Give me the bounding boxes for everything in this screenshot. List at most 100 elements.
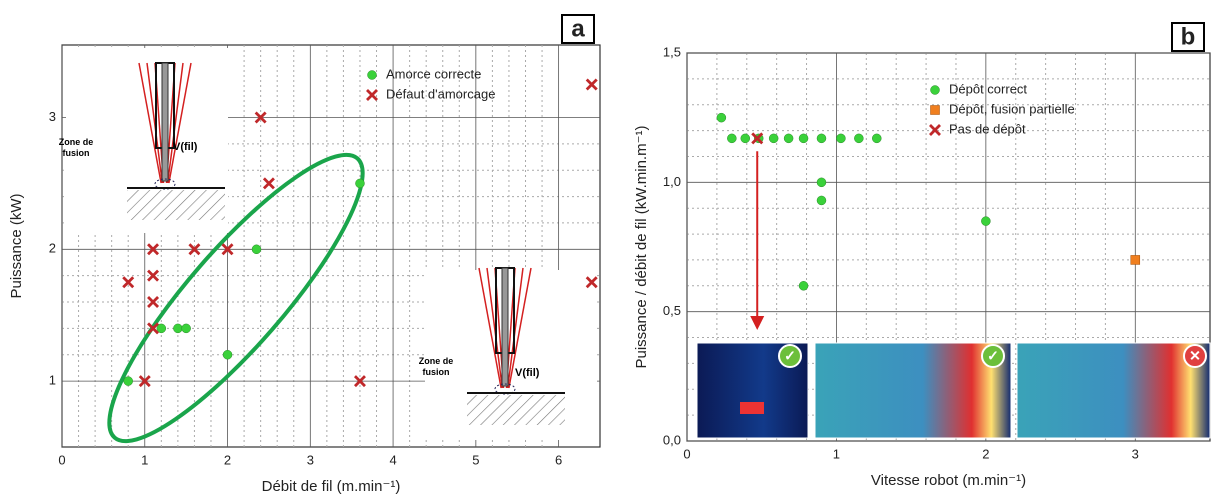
point [1130,255,1141,265]
point [981,216,991,226]
panel-box [561,14,595,44]
point [181,323,191,334]
x-tick-label: 1 [833,446,840,461]
point [585,276,598,289]
thermal-photo [1016,342,1211,439]
laser-beam [146,62,164,184]
legend-label: Défaut d'amorcage [386,86,495,101]
point [173,323,183,334]
laser-beam [166,62,184,184]
laser-beam [168,62,192,184]
y-tick-label: 1,0 [663,174,681,189]
laser-beam [138,62,162,184]
point [123,376,133,386]
fusion-zone [494,383,516,395]
wire [501,267,509,387]
point [262,177,275,190]
x-axis-title: Débit de fil (m.min⁻¹) [262,478,401,495]
thermal-photo [814,342,1012,439]
point [727,133,737,144]
legend-marker [367,70,377,80]
arrow-head [750,316,765,330]
laser-beam [508,267,532,389]
x-tick-label: 4 [389,452,396,467]
legend-marker [929,124,941,136]
point [355,178,365,189]
point [147,296,160,309]
point [783,133,794,144]
panel-letter: a [571,15,585,42]
status-icon [1183,344,1207,368]
point [751,132,764,145]
legend-marker [366,89,378,101]
inset-label: Zone de fusion [58,137,94,158]
substrate [127,190,225,220]
hot-spot [740,402,764,414]
y-tick-label: 0,5 [663,303,681,318]
y-tick-label: 3 [49,109,56,124]
point [798,281,809,291]
status-icon [778,344,802,368]
substrate [467,395,565,425]
point [816,133,827,144]
y-tick-label: 1,5 [663,44,681,59]
point [251,244,262,255]
point [798,133,809,144]
point [740,133,751,144]
point [147,243,160,256]
point [222,349,233,360]
point [156,323,167,334]
inset-label: V(fil) [515,367,540,379]
x-tick-label: 3 [1132,446,1139,461]
legend-marker [930,105,940,115]
y-axis-title: Puissance / débit de fil (kW.min.m⁻¹) [633,126,650,369]
legend-label: Dépôt correct [949,81,1027,96]
laser-beam [486,267,504,389]
panel-box [1171,22,1205,52]
x-tick-label: 2 [224,452,231,467]
highlight-ellipse [107,152,365,444]
point [585,78,598,91]
point [768,133,779,144]
x-tick-label: 5 [472,452,479,467]
x-tick-label: 6 [555,452,562,467]
x-axis-title: Vitesse robot (m.min⁻¹) [871,472,1026,489]
point [147,269,160,282]
point [872,133,882,144]
legend-label: Dépôt, fusion partielle [949,101,1075,116]
laser-beam [506,267,524,389]
point [836,133,846,144]
point [816,195,827,206]
x-tick-label: 2 [982,446,989,461]
status-glyph: ✓ [784,348,796,364]
x-tick-label: 1 [141,452,148,467]
point [122,276,135,289]
fusion-zone [154,178,176,190]
point [716,112,727,123]
panel-letter: b [1181,23,1196,50]
legend-label: Amorce correcte [386,66,481,81]
x-tick-label: 3 [307,452,314,467]
y-tick-label: 2 [49,241,56,256]
y-axis-title: Puissance (kW) [8,193,25,298]
point [138,375,151,388]
point [254,111,267,124]
y-tick-label: 1 [49,373,56,388]
point [188,243,201,256]
status-glyph: ✓ [987,348,999,364]
point [221,243,234,256]
point [353,375,366,388]
wire [161,62,169,182]
status-icon [981,344,1005,368]
y-tick-label: 0,0 [663,432,681,447]
laser-beam [478,267,502,389]
inset-label: Zone de fusion [418,356,454,377]
inset-label: V(fil) [173,141,198,153]
legend-label: Pas de dépôt [949,121,1026,136]
x-tick-label: 0 [58,452,65,467]
status-glyph: ✕ [1189,348,1201,364]
point [147,322,160,335]
x-tick-label: 0 [683,446,690,461]
